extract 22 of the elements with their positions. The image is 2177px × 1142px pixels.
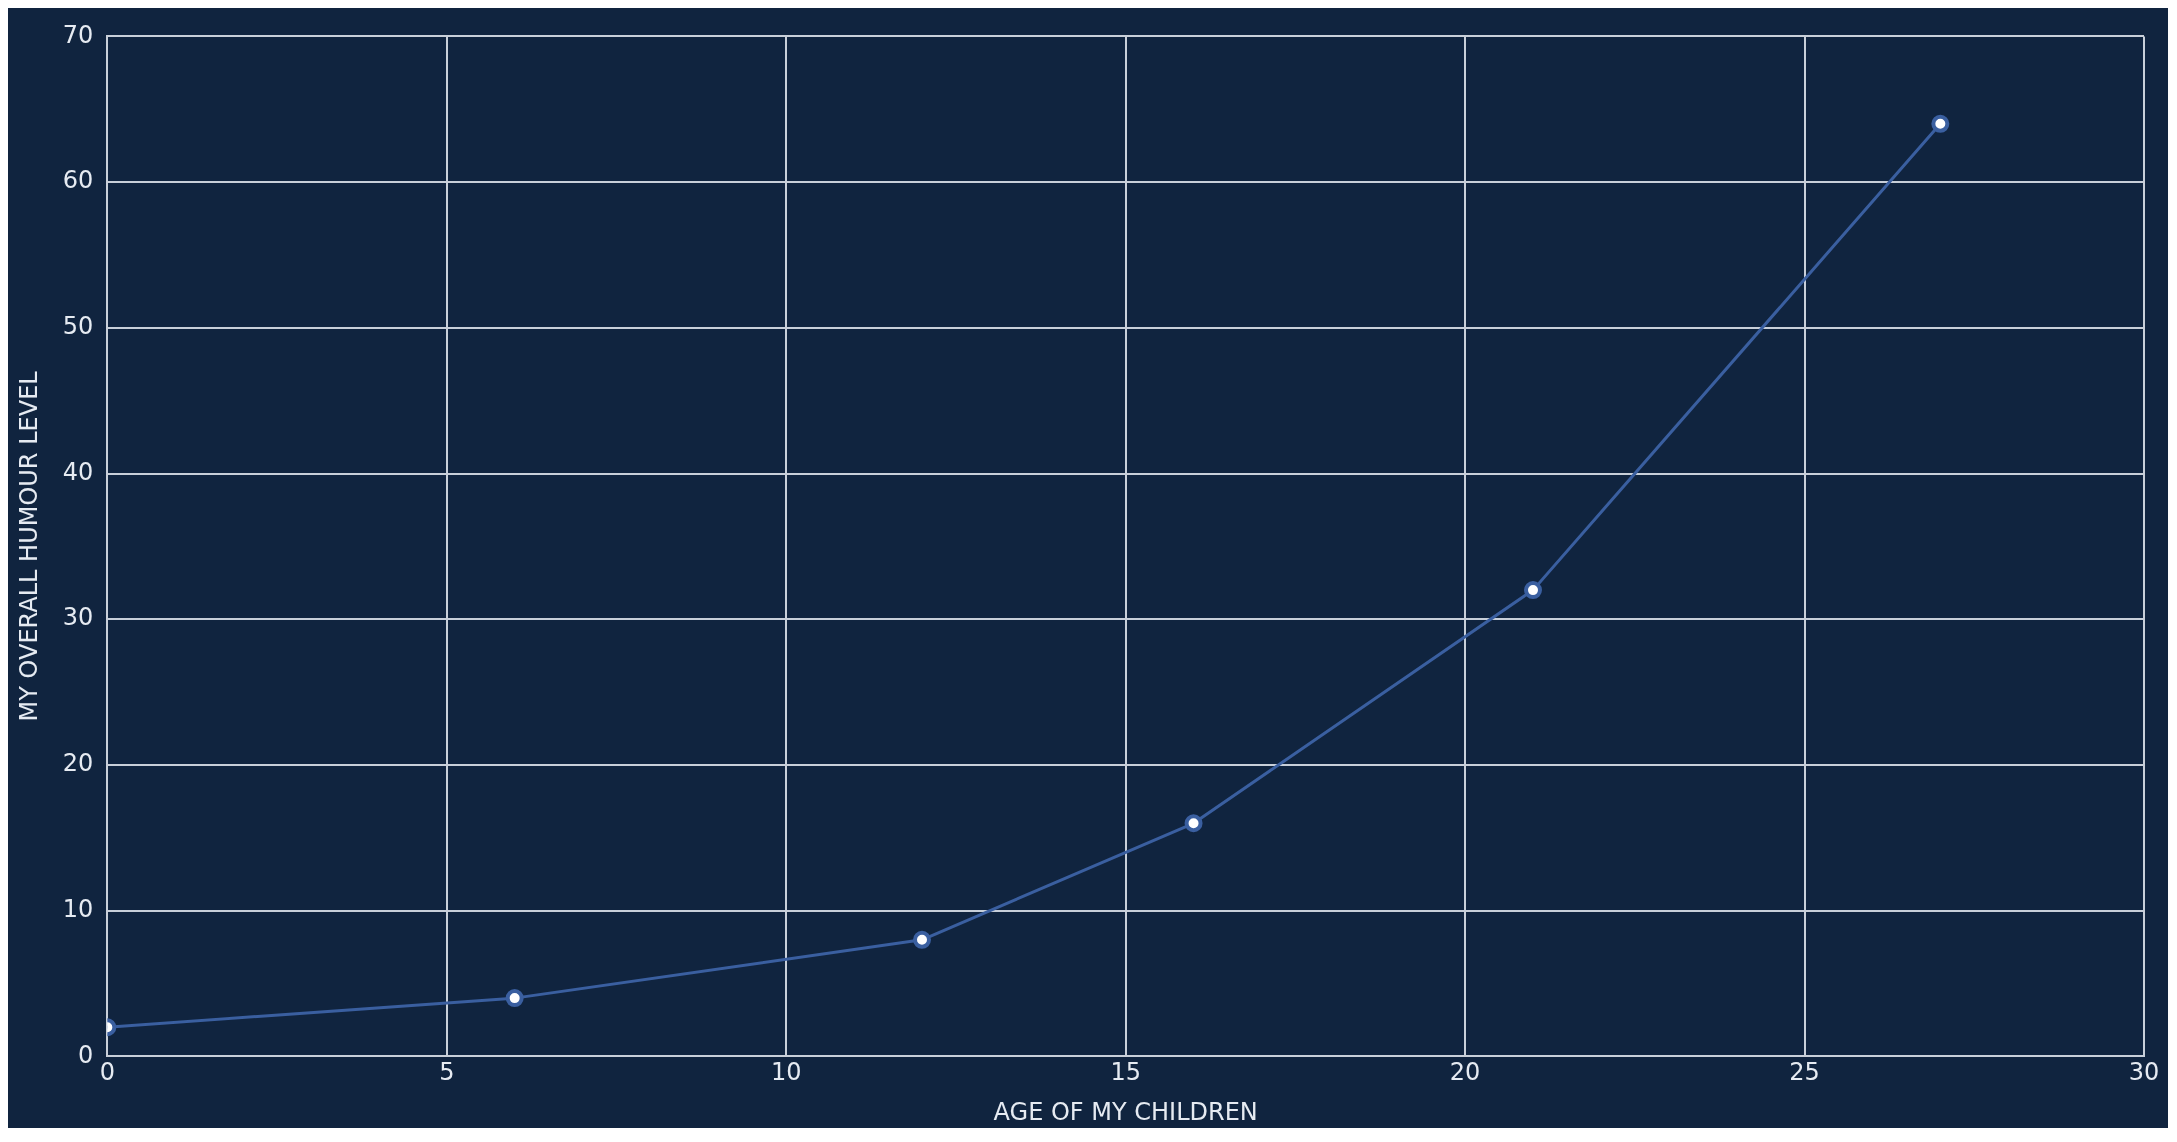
y-axis-title: MY OVERALL HUMOUR LEVEL [14, 370, 43, 722]
y-tick-label: 70 [62, 20, 94, 49]
point [505, 989, 524, 1008]
y-tick-label: 30 [62, 603, 94, 632]
x-tick-label: 10 [770, 1058, 802, 1087]
y-tick-label: 60 [62, 166, 94, 195]
y-tick-label: 40 [62, 457, 94, 486]
point [1184, 814, 1203, 833]
x-tick-label: 15 [1110, 1058, 1141, 1087]
x-tick-label: 5 [439, 1058, 455, 1087]
x-tick-label: 30 [2128, 1058, 2160, 1087]
point [913, 930, 931, 949]
y-tick-label: 20 [62, 749, 94, 778]
point [1931, 114, 1950, 133]
x-tick-label: 0 [99, 1058, 115, 1087]
y-tick-label: 50 [62, 312, 94, 341]
x-tick-label: 20 [1449, 1058, 1481, 1087]
point [1524, 581, 1542, 600]
y-tick-label: 0 [78, 1040, 94, 1069]
x-axis-title: AGE OF MY CHILDREN [993, 1097, 1258, 1126]
y-tick-label: 10 [62, 894, 94, 923]
x-tick-label: 25 [1789, 1058, 1820, 1087]
